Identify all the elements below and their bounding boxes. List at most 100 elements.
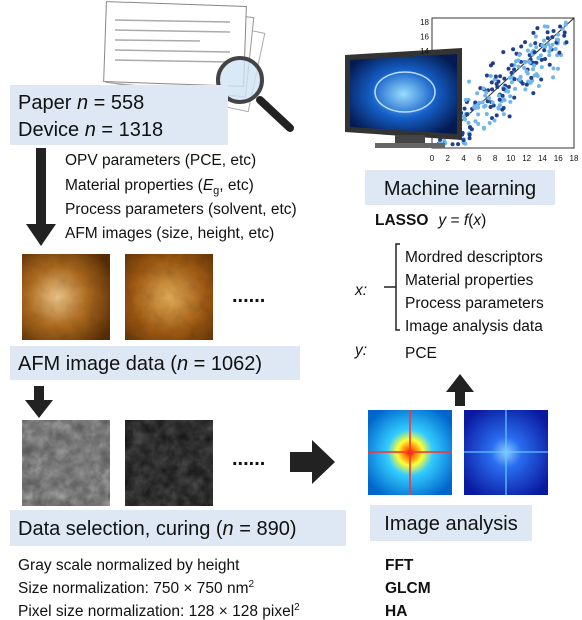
ml-title: Machine learning [384, 178, 536, 200]
value: = 1062) [188, 353, 262, 375]
fft-cross [464, 410, 548, 495]
scatter-dot [509, 63, 514, 68]
scatter-dot [525, 71, 530, 76]
scatter-dot [463, 97, 468, 102]
scatter-dot [519, 44, 524, 49]
feature: Image analysis data [405, 318, 543, 335]
scatter-dot [538, 53, 543, 58]
scatter-dot [531, 91, 536, 96]
afm-texture [125, 254, 213, 340]
scatter-dot [456, 142, 461, 147]
scatter-dot [475, 91, 480, 96]
fft-cross [368, 410, 452, 495]
scatter-dot [489, 80, 494, 85]
scatter-dot [562, 33, 567, 38]
x-tick-label: 0 [430, 154, 435, 163]
scatter-dot [494, 113, 499, 118]
scatter-dot [550, 42, 555, 47]
value: = 890) [234, 518, 297, 540]
scatter-dot [528, 80, 533, 85]
scatter-dot [501, 50, 506, 55]
y-tick-label: 18 [420, 18, 429, 27]
scatter-dot [481, 86, 486, 91]
collected-item: Process parameters (solvent, etc) [65, 201, 297, 218]
scatter-dot [531, 67, 536, 72]
var: n [77, 92, 88, 114]
scatter-dot [539, 77, 544, 82]
scatter-dot [556, 32, 561, 37]
scatter-dot [545, 24, 550, 29]
scatter-dot [551, 75, 556, 80]
scatter-dot [478, 86, 483, 91]
scatter-dot [523, 40, 528, 45]
scatter-dot [514, 59, 519, 64]
scatter-dot [536, 55, 541, 60]
normalization: Size normalization: 750 × 750 nm2 [18, 579, 254, 597]
scatter-dot [461, 138, 466, 143]
y-tick-label: 16 [420, 32, 429, 41]
scatter-dot [490, 100, 495, 105]
scatter-dot [496, 93, 501, 98]
value: = 558 [88, 92, 144, 114]
afm-box [10, 346, 300, 380]
scatter-dot [512, 95, 517, 100]
scatter-dot [462, 106, 467, 111]
scatter-dot [539, 57, 544, 62]
scatter-dot [483, 103, 488, 108]
scatter-dot [542, 38, 547, 43]
scatter-dot [475, 103, 480, 108]
x-tick-label: 10 [506, 154, 515, 163]
eq: f [464, 212, 470, 229]
scatter-dot [495, 84, 500, 89]
scatter-dot [522, 65, 527, 70]
scatter-dot [547, 49, 552, 54]
scatter-dot [539, 65, 544, 70]
scatter-dot [553, 46, 558, 51]
scatter-dot [476, 121, 481, 126]
scatter-dot [556, 37, 561, 42]
var: n [85, 119, 96, 141]
scatter-dot [488, 104, 493, 109]
scatter-dot [524, 82, 529, 87]
scatter-dot [473, 100, 478, 105]
scatter-dot [542, 48, 547, 53]
scatter-dot [516, 64, 521, 69]
scatter-dot [472, 105, 477, 110]
collected-item: OPV parameters (PCE, etc) [65, 152, 256, 169]
arrow [446, 374, 474, 406]
paper-count: Paper n = 558 [18, 92, 144, 114]
x-tick-label: 4 [461, 154, 466, 163]
x-tick-label: 2 [446, 154, 451, 163]
x-label: x: [354, 282, 367, 299]
label: Paper [18, 92, 77, 114]
scatter-dot [487, 96, 492, 101]
model: LASSO y = f(x) [375, 212, 486, 229]
text: Size normalization: 750 × 750 nm [18, 580, 248, 597]
model-name: LASSO [375, 212, 428, 229]
symbol: E [203, 177, 214, 194]
collected-item: AFM images (size, height, etc) [65, 225, 274, 242]
gray-texture [22, 420, 110, 506]
scatter-dot [558, 24, 563, 29]
analysis-box [370, 505, 532, 541]
scatter-dot [533, 41, 538, 46]
bracket [384, 243, 400, 331]
scatter-dot [473, 119, 478, 124]
afm-texture [22, 254, 110, 340]
scatter-dot [536, 83, 541, 88]
scatter-dot [562, 30, 567, 35]
collected-item: Material properties (Eg, etc) [65, 177, 254, 197]
eq: y [437, 212, 447, 229]
label: AFM image data ( [18, 353, 177, 375]
arrow [26, 148, 56, 246]
eq: = [446, 212, 464, 229]
afm-box-label: AFM image data (n = 1062) [18, 353, 262, 375]
scatter-dot [502, 76, 507, 81]
x-tick-label: 18 [570, 154, 579, 163]
scatter-dot [508, 99, 513, 104]
scatter-dot [564, 40, 569, 45]
exponent: 2 [294, 602, 300, 613]
scatter-dot [533, 34, 538, 39]
